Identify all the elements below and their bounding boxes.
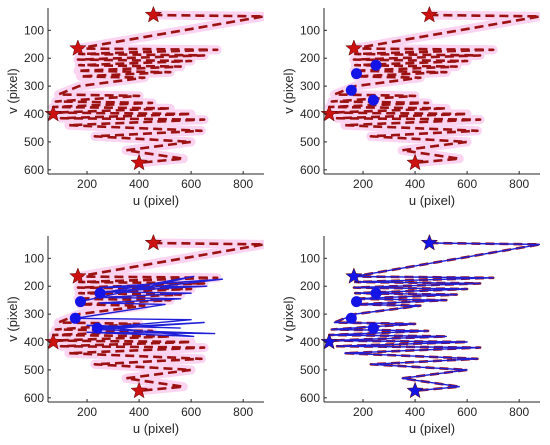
y-tick-label: 200: [300, 279, 320, 293]
x-tick-label: 400: [405, 405, 425, 419]
y-tick-label: 600: [24, 163, 44, 177]
y-tick-label: 500: [300, 363, 320, 377]
plot-area: [48, 10, 264, 168]
tracked-trajectory: [74, 275, 224, 338]
feature-circle-marker: [370, 287, 382, 299]
y-tick-label: 400: [24, 107, 44, 121]
feature-star-marker: [345, 39, 363, 56]
y-tick-label: 600: [24, 391, 44, 405]
plot-area: [324, 10, 540, 168]
y-tick-label: 500: [300, 135, 320, 149]
plot-area: [327, 241, 540, 393]
y-tick-label: 300: [300, 307, 320, 321]
feature-star-marker: [130, 153, 148, 171]
x-tick-label: 200: [77, 177, 97, 191]
feature-circle-marker: [345, 312, 357, 324]
feature-circle-marker: [91, 322, 103, 334]
x-tick-label: 600: [457, 177, 477, 191]
y-axis-title: v (pixel): [281, 68, 296, 114]
feature-star-marker: [144, 233, 163, 251]
feature-circle-marker: [370, 59, 382, 71]
feature-star-marker: [130, 381, 148, 399]
x-tick-label: 200: [353, 177, 373, 191]
x-tick-label: 800: [233, 405, 253, 419]
x-axis-title: u (pixel): [133, 193, 179, 208]
x-tick-label: 800: [509, 177, 529, 191]
feature-star-marker: [69, 39, 87, 56]
feature-star-marker: [144, 5, 163, 23]
plot-area: [48, 238, 264, 396]
feature-circle-marker: [345, 84, 357, 96]
y-tick-label: 300: [24, 307, 44, 321]
x-tick-label: 800: [233, 177, 253, 191]
y-axis-title: v (pixel): [5, 68, 20, 114]
feature-circle-marker: [69, 312, 81, 324]
x-tick-label: 800: [509, 405, 529, 419]
x-axis-title: u (pixel): [133, 421, 179, 436]
feature-star-marker: [44, 104, 62, 122]
y-tick-label: 200: [24, 279, 44, 293]
feature-star-marker: [320, 332, 338, 350]
feature-circle-marker: [351, 296, 362, 308]
y-tick-label: 300: [300, 79, 320, 93]
y-tick-label: 100: [300, 23, 320, 37]
x-tick-label: 600: [181, 405, 201, 419]
x-tick-label: 600: [181, 177, 201, 191]
tracked-trajectory: [328, 242, 540, 392]
y-axis-title: v (pixel): [281, 296, 296, 342]
tolerance-band: [324, 10, 540, 168]
x-tick-label: 400: [405, 177, 425, 191]
feature-star-marker: [345, 267, 363, 284]
feature-star-marker: [320, 104, 338, 122]
reference-trajectory: [51, 13, 264, 165]
feature-circle-marker: [367, 322, 379, 334]
x-tick-label: 200: [353, 405, 373, 419]
feature-star-marker: [406, 153, 424, 171]
y-tick-label: 200: [300, 51, 320, 65]
y-tick-label: 400: [300, 107, 320, 121]
y-tick-label: 400: [24, 335, 44, 349]
y-tick-label: 500: [24, 363, 44, 377]
feature-star-marker: [420, 5, 439, 23]
y-axis-title: v (pixel): [5, 296, 20, 342]
y-tick-label: 100: [300, 251, 320, 265]
y-tick-label: 200: [24, 51, 44, 65]
y-tick-label: 500: [24, 135, 44, 149]
feature-star-marker: [406, 381, 424, 399]
y-tick-label: 300: [24, 79, 44, 93]
x-axis-title: u (pixel): [409, 421, 455, 436]
feature-circle-marker: [351, 68, 362, 80]
y-tick-label: 400: [300, 335, 320, 349]
y-tick-label: 100: [24, 23, 44, 37]
feature-star-marker: [69, 267, 87, 284]
feature-star-marker: [420, 233, 439, 251]
y-tick-label: 600: [300, 391, 320, 405]
tolerance-band: [48, 10, 264, 168]
y-tick-label: 100: [24, 251, 44, 265]
y-tick-label: 600: [300, 163, 320, 177]
x-axis-title: u (pixel): [409, 193, 455, 208]
feature-star-marker: [44, 332, 62, 350]
feature-circle-marker: [367, 94, 379, 106]
x-tick-label: 600: [457, 405, 477, 419]
x-tick-label: 400: [129, 177, 149, 191]
feature-circle-marker: [75, 296, 86, 308]
x-tick-label: 200: [77, 405, 97, 419]
x-tick-label: 400: [129, 405, 149, 419]
feature-circle-marker: [94, 287, 106, 299]
